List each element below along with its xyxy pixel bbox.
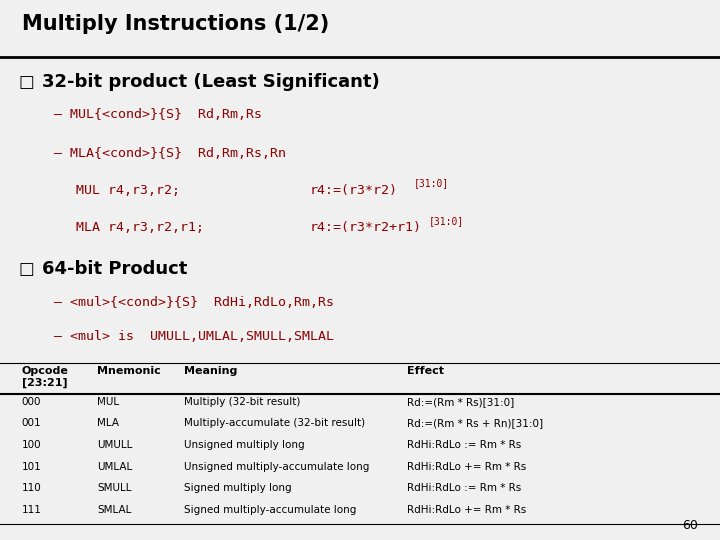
Text: Multiply-accumulate (32-bit result): Multiply-accumulate (32-bit result) (184, 418, 365, 429)
Text: Multiply Instructions (1/2): Multiply Instructions (1/2) (22, 14, 329, 33)
Text: Multiply (32-bit result): Multiply (32-bit result) (184, 397, 300, 407)
Text: Signed multiply long: Signed multiply long (184, 483, 291, 494)
Text: 000: 000 (22, 397, 41, 407)
Text: □: □ (18, 260, 34, 278)
Text: MLA r4,r3,r2,r1;: MLA r4,r3,r2,r1; (76, 221, 204, 234)
Text: 111: 111 (22, 505, 42, 515)
Text: Effect: Effect (407, 366, 444, 376)
Text: – MLA{<cond>}{S}  Rd,Rm,Rs,Rn: – MLA{<cond>}{S} Rd,Rm,Rs,Rn (54, 147, 286, 160)
Text: UMULL: UMULL (97, 440, 132, 450)
Text: RdHi:RdLo += Rm * Rs: RdHi:RdLo += Rm * Rs (407, 505, 526, 515)
Text: Rd:=(Rm * Rs)[31:0]: Rd:=(Rm * Rs)[31:0] (407, 397, 514, 407)
Text: Signed multiply-accumulate long: Signed multiply-accumulate long (184, 505, 356, 515)
Text: RdHi:RdLo += Rm * Rs: RdHi:RdLo += Rm * Rs (407, 462, 526, 472)
Text: Unsigned multiply-accumulate long: Unsigned multiply-accumulate long (184, 462, 369, 472)
Text: Unsigned multiply long: Unsigned multiply long (184, 440, 305, 450)
Text: Rd:=(Rm * Rs + Rn)[31:0]: Rd:=(Rm * Rs + Rn)[31:0] (407, 418, 543, 429)
Text: r4:=(r3*r2): r4:=(r3*r2) (310, 184, 397, 197)
Text: □: □ (18, 73, 34, 91)
Text: RdHi:RdLo := Rm * Rs: RdHi:RdLo := Rm * Rs (407, 483, 521, 494)
Text: 101: 101 (22, 462, 41, 472)
Text: 32-bit product (Least Significant): 32-bit product (Least Significant) (42, 73, 379, 91)
Text: Meaning: Meaning (184, 366, 237, 376)
Text: r4:=(r3*r2+r1): r4:=(r3*r2+r1) (310, 221, 422, 234)
Text: SMLAL: SMLAL (97, 505, 132, 515)
Text: 110: 110 (22, 483, 41, 494)
Text: 60: 60 (683, 519, 698, 532)
Text: UMLAL: UMLAL (97, 462, 132, 472)
Text: MUL: MUL (97, 397, 120, 407)
Text: MLA: MLA (97, 418, 120, 429)
Text: Mnemonic: Mnemonic (97, 366, 161, 376)
Text: SMULL: SMULL (97, 483, 132, 494)
Text: MUL r4,r3,r2;: MUL r4,r3,r2; (76, 184, 179, 197)
Text: 64-bit Product: 64-bit Product (42, 260, 187, 278)
Text: – <mul>{<cond>}{S}  RdHi,RdLo,Rm,Rs: – <mul>{<cond>}{S} RdHi,RdLo,Rm,Rs (54, 296, 334, 309)
Text: 100: 100 (22, 440, 41, 450)
Text: – <mul> is  UMULL,UMLAL,SMULL,SMLAL: – <mul> is UMULL,UMLAL,SMULL,SMLAL (54, 330, 334, 343)
Text: Opcode
[23:21]: Opcode [23:21] (22, 366, 68, 388)
Text: RdHi:RdLo := Rm * Rs: RdHi:RdLo := Rm * Rs (407, 440, 521, 450)
Text: – MUL{<cond>}{S}  Rd,Rm,Rs: – MUL{<cond>}{S} Rd,Rm,Rs (54, 108, 262, 121)
Text: [31:0]: [31:0] (414, 178, 449, 188)
Text: [31:0]: [31:0] (428, 216, 464, 226)
Text: 001: 001 (22, 418, 41, 429)
